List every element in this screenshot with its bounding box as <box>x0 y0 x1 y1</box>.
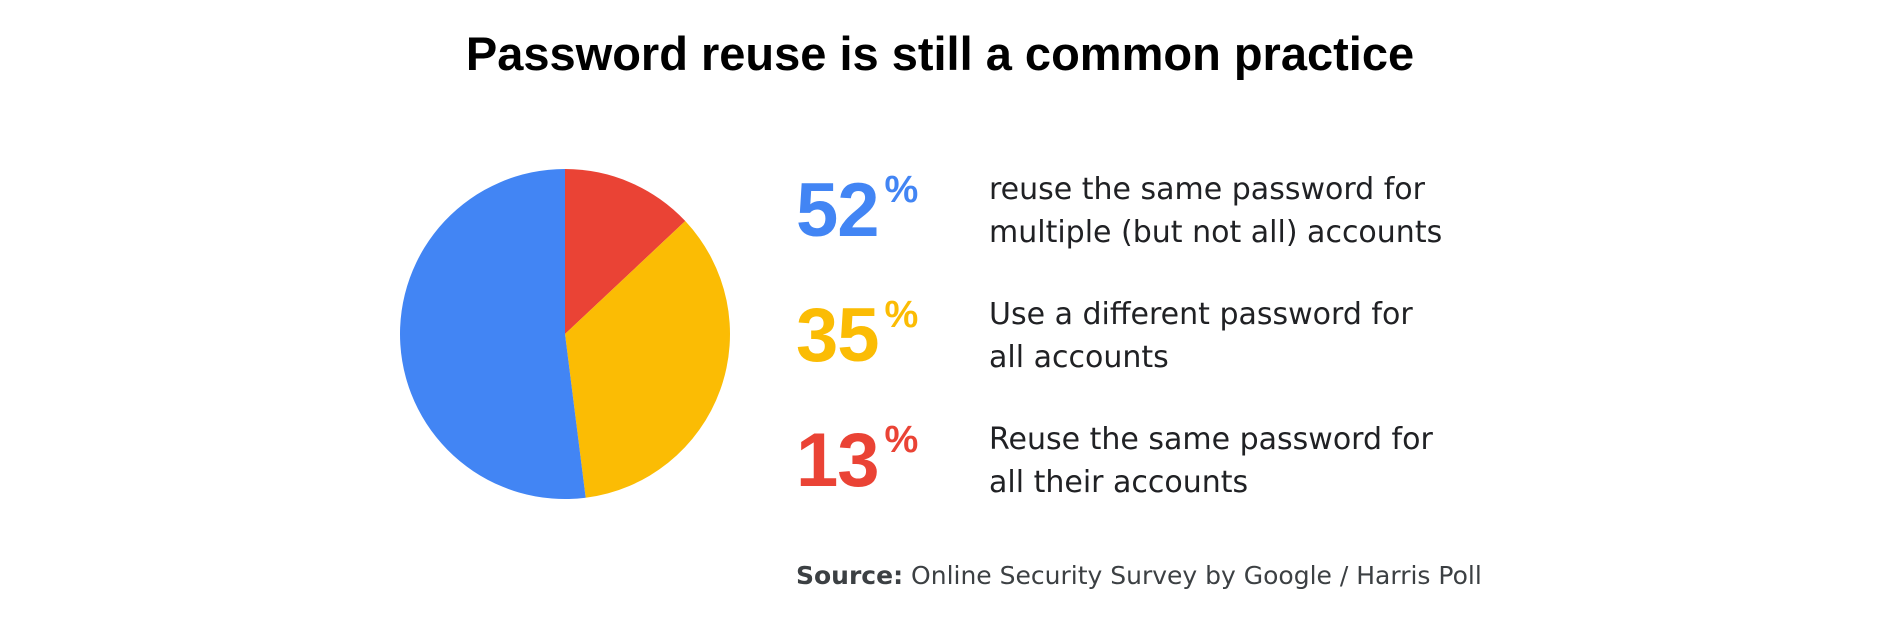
value-label: 35% <box>796 293 989 378</box>
value-label: 13% <box>796 418 989 503</box>
pie-slice <box>565 221 730 498</box>
value-number: 13 <box>796 418 880 503</box>
value-number: 35 <box>796 293 880 378</box>
pie-slice <box>565 169 686 334</box>
source-label: Source: <box>796 561 904 590</box>
legend-text: Reuse the same password for all their ac… <box>989 422 1433 500</box>
legend-row: 35% Use a different password for all acco… <box>796 286 1413 386</box>
legend-row: 52% reuse the same password for multiple … <box>796 161 1442 261</box>
chart-title: Password reuse is still a common practic… <box>465 27 1415 80</box>
value-unit: % <box>884 169 919 211</box>
source-note: Source: Online Security Survey by Google… <box>796 561 1482 590</box>
value-unit: % <box>884 419 919 461</box>
legend-row: 13% Reuse the same password for all their… <box>796 411 1433 511</box>
source-text: Online Security Survey by Google / Harri… <box>911 561 1482 590</box>
pie-slice <box>399 169 586 500</box>
value-label: 52% <box>796 168 989 253</box>
legend-text: reuse the same password for multiple (bu… <box>989 172 1443 250</box>
legend-text: Use a different password for all account… <box>989 297 1413 375</box>
value-unit: % <box>884 294 919 336</box>
value-number: 52 <box>796 168 880 253</box>
